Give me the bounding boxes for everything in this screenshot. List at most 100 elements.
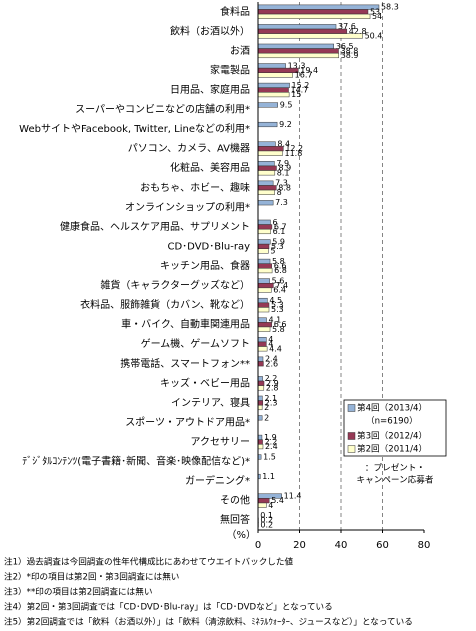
- category-label: キッズ・ベビー用品: [160, 376, 250, 389]
- bar: [257, 283, 274, 289]
- category-label: 無回答: [220, 513, 250, 526]
- value-label: 9.5: [280, 100, 293, 109]
- value-label: 12.2: [285, 144, 303, 153]
- bar: [257, 317, 267, 323]
- bar: [257, 150, 283, 156]
- value-label: 2.1: [264, 394, 277, 403]
- value-label: 1.9: [264, 433, 277, 442]
- footnote: 注1）過去調査は今回調査の性年代構成比にあわせてウエイトバックした値: [4, 556, 293, 568]
- value-label: 5.4: [271, 496, 284, 505]
- legend-label: 第2回（2011/4）: [357, 443, 427, 455]
- bar: [257, 395, 263, 401]
- bar: [257, 307, 270, 313]
- category-label: CD･DVD･Blu-ray: [168, 241, 251, 252]
- value-label: 4: [268, 501, 273, 510]
- bar: [257, 200, 274, 206]
- legend-swatch: [347, 445, 356, 453]
- category-label: ガーデニング*: [185, 474, 250, 487]
- bar: [257, 170, 276, 176]
- value-label: 4.5: [269, 296, 282, 305]
- value-label: 2.9: [266, 379, 279, 388]
- category-label: 衣料品、服飾雑貨（カバン、靴など）: [80, 298, 250, 311]
- value-label: 0.2: [260, 516, 273, 525]
- category-label: 飲料（お酒以外）: [170, 24, 250, 37]
- bar: [257, 400, 264, 406]
- bar: [257, 380, 265, 386]
- bar: [257, 302, 270, 308]
- value-label: 0.2: [260, 520, 273, 529]
- value-label: 7.3: [275, 179, 288, 188]
- bar: [257, 243, 270, 249]
- x-axis-label: （%）: [226, 529, 256, 541]
- value-label: 8.4: [277, 140, 290, 149]
- legend-note: （n=6190）: [366, 416, 418, 427]
- value-label: 2.4: [265, 355, 278, 364]
- category-label: アクセサリー: [191, 436, 251, 448]
- category-label: スーパーやコンビニなどの店舗の利用*: [75, 103, 250, 116]
- annotation: キャンペーン応募者: [357, 474, 434, 486]
- value-label: 13.3: [288, 61, 306, 70]
- bar: [257, 404, 263, 411]
- legend-swatch: [347, 404, 356, 412]
- bar: [257, 185, 277, 191]
- value-label: 6.1: [273, 227, 286, 236]
- value-label: 5.8: [272, 325, 285, 334]
- category-label: 雑貨（キャラクターグッズなど）: [100, 279, 250, 292]
- category-label: WebサイトやFacebook, Twitter, Lineなどの利用*: [19, 123, 250, 135]
- footnote: 注4）第2回・第3回調査では「CD･DVD･Blu-ray」は「CD･DVDなど…: [4, 601, 333, 613]
- bar: [257, 248, 269, 254]
- bar: [257, 48, 339, 54]
- bar: [257, 141, 276, 147]
- value-label: 8.1: [277, 168, 290, 177]
- value-label: 6: [272, 218, 277, 227]
- x-tick-label: 20: [293, 540, 306, 551]
- value-label: 6.4: [273, 286, 286, 295]
- value-label: 5.9: [272, 237, 285, 246]
- category-label: スポーツ・アウトドア用品*: [125, 416, 250, 428]
- category-label: パソコン、カメラ、AV機器: [128, 142, 250, 155]
- annotation: ：プレゼント・: [365, 462, 425, 474]
- value-label: 2: [264, 413, 269, 422]
- bar: [257, 341, 267, 347]
- bar: [257, 337, 267, 343]
- value-label: 19.4: [300, 66, 318, 75]
- value-label: 36.5: [336, 42, 354, 51]
- value-label: 6.6: [274, 262, 287, 271]
- value-label: 38.8: [341, 46, 359, 55]
- category-label: 食料品: [220, 5, 250, 18]
- value-label: 54: [372, 12, 382, 21]
- value-label: 2.8: [266, 383, 279, 392]
- bar: [257, 82, 290, 88]
- legend-label: 第4回（2013/4）: [357, 402, 427, 414]
- bar: [257, 102, 278, 108]
- value-label: 1.1: [262, 472, 275, 481]
- category-label: お酒: [230, 45, 250, 57]
- value-label: 5: [270, 247, 275, 256]
- bar: [257, 189, 275, 195]
- bar: [257, 92, 290, 98]
- value-label: 11.4: [284, 492, 302, 501]
- value-label: 37.6: [338, 22, 356, 31]
- value-label: 16.7: [295, 71, 313, 80]
- value-label: 15: [291, 90, 301, 99]
- value-label: 2.2: [265, 438, 278, 447]
- bar: [257, 67, 299, 73]
- value-label: 8: [277, 188, 282, 197]
- category-label: おもちゃ、ホビー、趣味: [140, 181, 250, 194]
- category-label: オンラインショップの利用*: [125, 201, 250, 213]
- bar: [257, 180, 274, 186]
- bar: [257, 322, 272, 328]
- value-label: 7.4: [275, 281, 288, 290]
- bar: [257, 43, 334, 49]
- bar: [257, 434, 263, 440]
- value-label: 2: [264, 403, 269, 412]
- bar: [257, 356, 264, 362]
- legend-label: 第3回（2012/4）: [357, 430, 427, 442]
- value-label: 4: [268, 335, 273, 344]
- bar: [257, 239, 271, 245]
- value-label: 8.9: [278, 164, 291, 173]
- footnote: 注2）*印の項目は第2回・第3回調査には無い: [4, 571, 179, 583]
- value-label: 53: [370, 7, 380, 16]
- bar: [257, 297, 268, 304]
- legend-swatch: [347, 432, 356, 440]
